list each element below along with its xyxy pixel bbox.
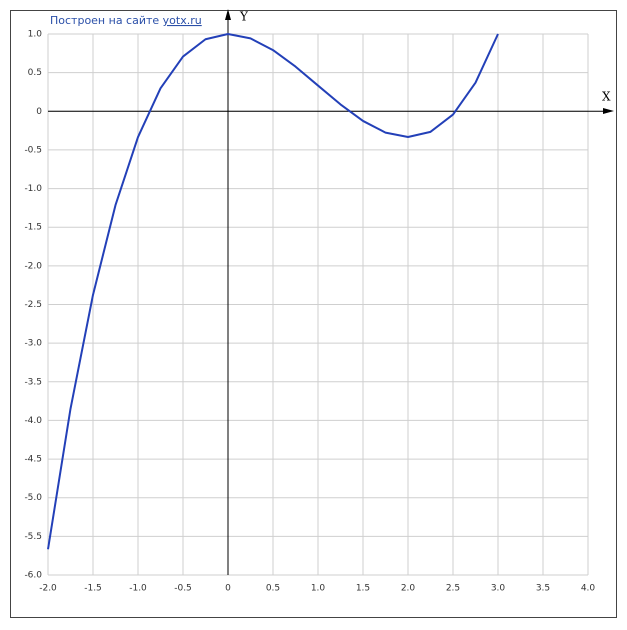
x-tick-label: 3.0 <box>491 584 506 594</box>
y-tick-label: -5.5 <box>24 532 42 542</box>
y-tick-label: -1.0 <box>24 184 42 194</box>
y-tick-label: -4.0 <box>24 416 42 426</box>
x-tick-label: -1.5 <box>84 584 102 594</box>
y-tick-label: 0 <box>36 107 42 117</box>
x-tick-label: 2.5 <box>446 584 460 594</box>
y-tick-label: -2.5 <box>24 300 42 310</box>
y-arrow <box>225 9 231 20</box>
y-tick-label: -5.0 <box>24 493 42 503</box>
x-tick-label: 0.5 <box>266 584 280 594</box>
y-tick-label: -4.5 <box>24 455 42 465</box>
y-tick-label: -3.0 <box>24 339 42 349</box>
x-tick-label: 1.5 <box>356 584 370 594</box>
x-tick-label: 4.0 <box>581 584 596 594</box>
x-axis-label: X <box>602 90 611 104</box>
frame <box>10 10 617 618</box>
y-tick-label: -0.5 <box>24 145 42 155</box>
x-tick-label: -2.0 <box>39 584 57 594</box>
credit-text: Построен на сайте <box>50 14 159 27</box>
y-tick-label: -2.0 <box>24 261 42 271</box>
curve <box>47 33 499 550</box>
x-tick-label: -1.0 <box>129 584 147 594</box>
x-tick-label: 1.0 <box>311 584 326 594</box>
x-arrow <box>603 108 614 114</box>
x-tick-label: 3.5 <box>536 584 550 594</box>
y-tick-label: 1.0 <box>28 30 43 40</box>
axes: Y X <box>48 9 614 575</box>
x-tick-label: 0 <box>225 584 231 594</box>
y-tick-label: 0.5 <box>28 68 42 78</box>
x-tick-label: -0.5 <box>174 584 192 594</box>
x-tick-label: 2.0 <box>401 584 416 594</box>
credit: Построен на сайте yotx.ru <box>50 14 202 27</box>
y-axis-label: Y <box>239 10 249 24</box>
y-tick-label: -6.0 <box>24 571 42 581</box>
credit-link[interactable]: yotx.ru <box>163 14 202 27</box>
y-tick-label: -1.5 <box>24 223 42 233</box>
y-tick-label: -3.5 <box>24 377 42 387</box>
